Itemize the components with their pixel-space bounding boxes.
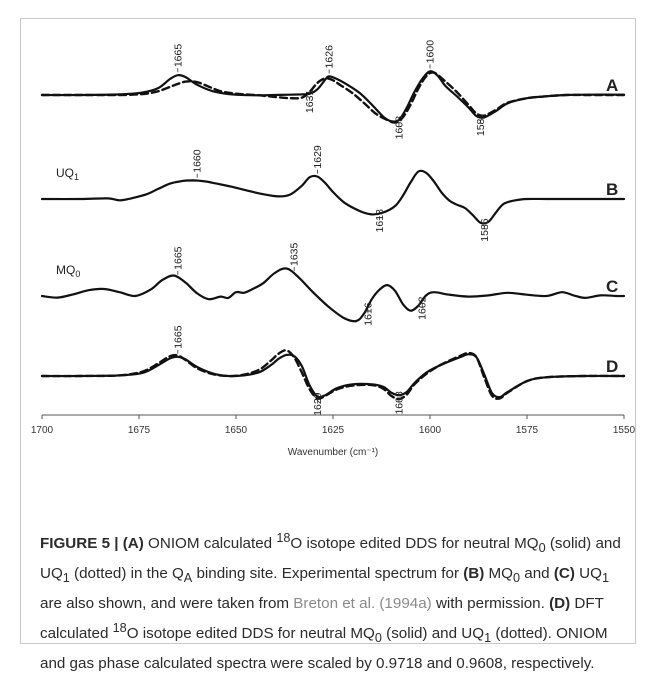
caption-text: (solid) and UQ xyxy=(40,535,621,583)
trace-letter-a: A xyxy=(606,76,618,95)
svg-text:1608: 1608 xyxy=(393,116,405,140)
caption-text: and xyxy=(520,565,554,583)
svg-text:1586: 1586 xyxy=(479,218,491,242)
x-tick-label: 1550 xyxy=(613,425,636,436)
spectra-chart: 1665 1631 1626 1608 1600 1587 A 1660 1629 1613 158… xyxy=(31,40,636,458)
traces-layer xyxy=(40,70,626,401)
peak-label: 1665 xyxy=(172,325,184,354)
caption-text: ONIOM calculated xyxy=(143,535,277,553)
caption-text: (dotted) in the Q xyxy=(69,565,184,583)
peak-label: 1608 xyxy=(393,116,405,140)
trace-b-solid xyxy=(40,169,626,225)
svg-text:1631: 1631 xyxy=(304,90,316,114)
x-tick-label: 1625 xyxy=(322,425,345,436)
svg-text:1629: 1629 xyxy=(312,145,324,169)
x-tick-label: 1700 xyxy=(31,425,54,436)
svg-text:1629: 1629 xyxy=(312,392,324,416)
caption-text: UQ xyxy=(574,565,602,583)
caption-text: binding site. Experimental spectrum for xyxy=(192,565,464,583)
x-tick-label: 1675 xyxy=(128,425,151,436)
x-axis: 1700 1675 1650 1625 1600 1575 1550 Wavenumber (… xyxy=(31,414,636,458)
peak-label: 1629 xyxy=(312,392,324,416)
caption-text: O isotope edited DDS for neutral MQ xyxy=(126,625,375,643)
peak-label: 1635 xyxy=(289,243,301,272)
peak-label: 1665 xyxy=(172,246,184,275)
peak-label: 1586 xyxy=(479,218,491,242)
caption-text: O isotope edited DDS for neutral MQ xyxy=(290,535,539,553)
caption-panel-a: (A) xyxy=(122,535,144,553)
svg-text:1660: 1660 xyxy=(192,149,204,173)
caption-text: MQ xyxy=(484,565,513,583)
species-label: UQ1 xyxy=(56,166,79,182)
svg-text:1587: 1587 xyxy=(475,113,487,137)
svg-text:1665: 1665 xyxy=(172,44,184,68)
figure-caption: FIGURE 5 | (A) ONIOM calculated 18O isot… xyxy=(40,526,622,676)
caption-subscript: 0 xyxy=(513,571,521,586)
svg-text:1608: 1608 xyxy=(393,391,405,415)
x-tick-label: 1650 xyxy=(225,425,248,436)
peak-label: 1629 xyxy=(312,145,324,174)
peak-label: 1665 xyxy=(172,44,184,73)
trace-c-solid xyxy=(40,267,626,323)
x-tick-label: 1575 xyxy=(516,425,539,436)
caption-isotope: 18 xyxy=(276,531,291,545)
caption-figure-label: FIGURE 5 | xyxy=(40,535,123,553)
caption-subscript: A xyxy=(183,571,193,586)
trace-letter-d: D xyxy=(606,357,618,376)
caption-subscript: 0 xyxy=(374,631,382,646)
svg-text:1613: 1613 xyxy=(374,209,386,233)
svg-text:1616: 1616 xyxy=(362,302,374,326)
caption-panel-d: (D) xyxy=(549,595,571,613)
svg-text:1602: 1602 xyxy=(417,296,429,320)
peak-label: 1616 xyxy=(362,302,374,326)
peak-label: 1600 xyxy=(425,40,437,69)
figure-frame xyxy=(20,18,636,644)
caption-text: with permission. xyxy=(431,595,550,613)
caption-panel-b: (B) xyxy=(463,565,485,583)
caption-subscript: 1 xyxy=(62,571,70,586)
citation-link[interactable]: Breton et al. (1994a) xyxy=(293,595,432,613)
x-axis-title: Wavenumber (cm⁻¹) xyxy=(288,447,378,458)
caption-subscript: 1 xyxy=(601,571,609,586)
svg-text:1600: 1600 xyxy=(425,40,437,64)
species-label: MQ0 xyxy=(56,263,80,279)
caption-subscript: 0 xyxy=(538,541,546,556)
peak-label: 1660 xyxy=(192,149,204,178)
peak-label: 1587 xyxy=(475,113,487,137)
trace-letter-c: C xyxy=(606,277,618,296)
svg-text:1665: 1665 xyxy=(172,246,184,270)
caption-text: DFT calculated xyxy=(40,595,604,643)
trace-a-dotted xyxy=(40,71,626,124)
peak-label: 1602 xyxy=(417,296,429,320)
peak-label: 1631 xyxy=(304,90,316,114)
trace-d-dotted xyxy=(40,349,626,401)
trace-a-solid xyxy=(40,70,626,123)
svg-text:1665: 1665 xyxy=(172,325,184,349)
svg-text:1626: 1626 xyxy=(324,45,336,69)
trace-letter-b: B xyxy=(606,180,618,199)
caption-subscript: 1 xyxy=(484,631,492,646)
caption-panel-c: (C) xyxy=(553,565,575,583)
caption-isotope: 18 xyxy=(112,621,127,636)
labels-layer: 1665 1631 1626 1608 1600 1587 A 1660 1629 1613 158… xyxy=(56,40,618,416)
caption-text: are also shown, and were taken from xyxy=(40,595,294,613)
svg-text:1635: 1635 xyxy=(289,243,301,267)
peak-label: 1608 xyxy=(393,391,405,415)
peak-label: 1613 xyxy=(374,209,386,233)
peak-label: 1626 xyxy=(324,45,336,74)
x-tick-label: 1600 xyxy=(419,425,442,436)
caption-text: (solid) and UQ xyxy=(381,625,485,643)
